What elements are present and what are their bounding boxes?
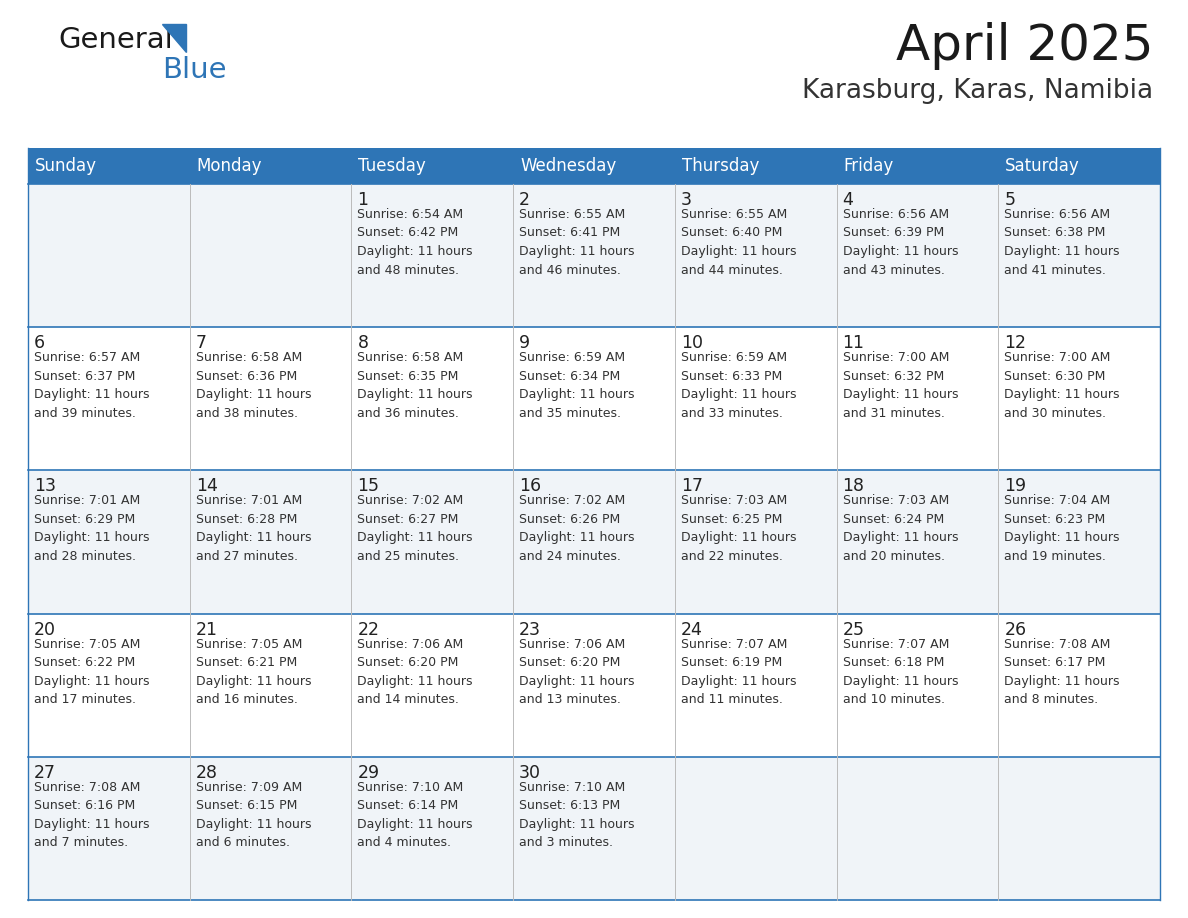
Text: 3: 3: [681, 191, 691, 209]
Text: Sunrise: 7:05 AM
Sunset: 6:22 PM
Daylight: 11 hours
and 17 minutes.: Sunrise: 7:05 AM Sunset: 6:22 PM Dayligh…: [34, 638, 150, 706]
Text: General: General: [58, 26, 172, 54]
Text: 13: 13: [34, 477, 56, 496]
Text: 28: 28: [196, 764, 217, 782]
Text: Sunrise: 7:09 AM
Sunset: 6:15 PM
Daylight: 11 hours
and 6 minutes.: Sunrise: 7:09 AM Sunset: 6:15 PM Dayligh…: [196, 781, 311, 849]
Text: Sunrise: 7:01 AM
Sunset: 6:29 PM
Daylight: 11 hours
and 28 minutes.: Sunrise: 7:01 AM Sunset: 6:29 PM Dayligh…: [34, 495, 150, 563]
Text: 9: 9: [519, 334, 530, 353]
Text: Sunrise: 7:02 AM
Sunset: 6:26 PM
Daylight: 11 hours
and 24 minutes.: Sunrise: 7:02 AM Sunset: 6:26 PM Dayligh…: [519, 495, 634, 563]
Text: Sunrise: 6:55 AM
Sunset: 6:40 PM
Daylight: 11 hours
and 44 minutes.: Sunrise: 6:55 AM Sunset: 6:40 PM Dayligh…: [681, 208, 796, 276]
Text: 22: 22: [358, 621, 379, 639]
Text: Sunrise: 6:58 AM
Sunset: 6:35 PM
Daylight: 11 hours
and 36 minutes.: Sunrise: 6:58 AM Sunset: 6:35 PM Dayligh…: [358, 352, 473, 420]
Text: 1: 1: [358, 191, 368, 209]
Text: 25: 25: [842, 621, 865, 639]
Text: Sunrise: 7:02 AM
Sunset: 6:27 PM
Daylight: 11 hours
and 25 minutes.: Sunrise: 7:02 AM Sunset: 6:27 PM Dayligh…: [358, 495, 473, 563]
Text: Karasburg, Karas, Namibia: Karasburg, Karas, Namibia: [802, 78, 1154, 104]
Text: 27: 27: [34, 764, 56, 782]
Text: Sunrise: 7:08 AM
Sunset: 6:16 PM
Daylight: 11 hours
and 7 minutes.: Sunrise: 7:08 AM Sunset: 6:16 PM Dayligh…: [34, 781, 150, 849]
Text: 12: 12: [1004, 334, 1026, 353]
Text: Sunrise: 6:56 AM
Sunset: 6:38 PM
Daylight: 11 hours
and 41 minutes.: Sunrise: 6:56 AM Sunset: 6:38 PM Dayligh…: [1004, 208, 1120, 276]
Bar: [29, 184, 1159, 327]
Text: 4: 4: [842, 191, 853, 209]
Text: Sunrise: 6:58 AM
Sunset: 6:36 PM
Daylight: 11 hours
and 38 minutes.: Sunrise: 6:58 AM Sunset: 6:36 PM Dayligh…: [196, 352, 311, 420]
Text: Sunrise: 7:03 AM
Sunset: 6:25 PM
Daylight: 11 hours
and 22 minutes.: Sunrise: 7:03 AM Sunset: 6:25 PM Dayligh…: [681, 495, 796, 563]
Text: 20: 20: [34, 621, 56, 639]
Text: 15: 15: [358, 477, 379, 496]
Text: Sunrise: 7:00 AM
Sunset: 6:30 PM
Daylight: 11 hours
and 30 minutes.: Sunrise: 7:00 AM Sunset: 6:30 PM Dayligh…: [1004, 352, 1120, 420]
Text: 8: 8: [358, 334, 368, 353]
Text: Sunrise: 7:06 AM
Sunset: 6:20 PM
Daylight: 11 hours
and 14 minutes.: Sunrise: 7:06 AM Sunset: 6:20 PM Dayligh…: [358, 638, 473, 706]
Bar: [836, 148, 998, 184]
Text: 26: 26: [1004, 621, 1026, 639]
Text: Sunrise: 7:01 AM
Sunset: 6:28 PM
Daylight: 11 hours
and 27 minutes.: Sunrise: 7:01 AM Sunset: 6:28 PM Dayligh…: [196, 495, 311, 563]
Text: Sunrise: 7:00 AM
Sunset: 6:32 PM
Daylight: 11 hours
and 31 minutes.: Sunrise: 7:00 AM Sunset: 6:32 PM Dayligh…: [842, 352, 958, 420]
Text: Wednesday: Wednesday: [520, 157, 617, 175]
Bar: [675, 148, 836, 184]
Text: Friday: Friday: [843, 157, 893, 175]
Text: Sunrise: 7:10 AM
Sunset: 6:13 PM
Daylight: 11 hours
and 3 minutes.: Sunrise: 7:10 AM Sunset: 6:13 PM Dayligh…: [519, 781, 634, 849]
Text: 23: 23: [519, 621, 542, 639]
Text: Tuesday: Tuesday: [359, 157, 426, 175]
Text: Sunrise: 7:07 AM
Sunset: 6:18 PM
Daylight: 11 hours
and 10 minutes.: Sunrise: 7:07 AM Sunset: 6:18 PM Dayligh…: [842, 638, 958, 706]
Text: 2: 2: [519, 191, 530, 209]
Text: 11: 11: [842, 334, 865, 353]
Text: 16: 16: [519, 477, 542, 496]
Text: Sunrise: 7:03 AM
Sunset: 6:24 PM
Daylight: 11 hours
and 20 minutes.: Sunrise: 7:03 AM Sunset: 6:24 PM Dayligh…: [842, 495, 958, 563]
Text: Sunrise: 7:06 AM
Sunset: 6:20 PM
Daylight: 11 hours
and 13 minutes.: Sunrise: 7:06 AM Sunset: 6:20 PM Dayligh…: [519, 638, 634, 706]
Text: Blue: Blue: [162, 56, 227, 84]
Bar: [29, 756, 1159, 900]
Text: 19: 19: [1004, 477, 1026, 496]
Text: 10: 10: [681, 334, 703, 353]
Text: Sunrise: 7:05 AM
Sunset: 6:21 PM
Daylight: 11 hours
and 16 minutes.: Sunrise: 7:05 AM Sunset: 6:21 PM Dayligh…: [196, 638, 311, 706]
Text: 17: 17: [681, 477, 703, 496]
Text: 18: 18: [842, 477, 865, 496]
Text: Saturday: Saturday: [1005, 157, 1080, 175]
Text: Sunrise: 6:56 AM
Sunset: 6:39 PM
Daylight: 11 hours
and 43 minutes.: Sunrise: 6:56 AM Sunset: 6:39 PM Dayligh…: [842, 208, 958, 276]
Text: Sunrise: 7:10 AM
Sunset: 6:14 PM
Daylight: 11 hours
and 4 minutes.: Sunrise: 7:10 AM Sunset: 6:14 PM Dayligh…: [358, 781, 473, 849]
Text: 7: 7: [196, 334, 207, 353]
Text: Sunday: Sunday: [34, 157, 97, 175]
Bar: [513, 148, 675, 184]
Bar: [998, 148, 1159, 184]
Text: Sunrise: 6:54 AM
Sunset: 6:42 PM
Daylight: 11 hours
and 48 minutes.: Sunrise: 6:54 AM Sunset: 6:42 PM Dayligh…: [358, 208, 473, 276]
Text: 21: 21: [196, 621, 217, 639]
Bar: [29, 327, 1159, 470]
Text: 30: 30: [519, 764, 542, 782]
Text: April 2025: April 2025: [896, 22, 1154, 70]
Bar: [29, 148, 190, 184]
Text: 14: 14: [196, 477, 217, 496]
Text: Sunrise: 6:59 AM
Sunset: 6:33 PM
Daylight: 11 hours
and 33 minutes.: Sunrise: 6:59 AM Sunset: 6:33 PM Dayligh…: [681, 352, 796, 420]
Text: Monday: Monday: [197, 157, 263, 175]
Bar: [352, 148, 513, 184]
Text: 5: 5: [1004, 191, 1016, 209]
Text: Sunrise: 6:59 AM
Sunset: 6:34 PM
Daylight: 11 hours
and 35 minutes.: Sunrise: 6:59 AM Sunset: 6:34 PM Dayligh…: [519, 352, 634, 420]
Text: 24: 24: [681, 621, 703, 639]
Text: 6: 6: [34, 334, 45, 353]
Text: Sunrise: 7:04 AM
Sunset: 6:23 PM
Daylight: 11 hours
and 19 minutes.: Sunrise: 7:04 AM Sunset: 6:23 PM Dayligh…: [1004, 495, 1120, 563]
Text: Sunrise: 6:55 AM
Sunset: 6:41 PM
Daylight: 11 hours
and 46 minutes.: Sunrise: 6:55 AM Sunset: 6:41 PM Dayligh…: [519, 208, 634, 276]
Text: Sunrise: 7:08 AM
Sunset: 6:17 PM
Daylight: 11 hours
and 8 minutes.: Sunrise: 7:08 AM Sunset: 6:17 PM Dayligh…: [1004, 638, 1120, 706]
Text: Thursday: Thursday: [682, 157, 759, 175]
Bar: [29, 470, 1159, 613]
Polygon shape: [162, 24, 187, 52]
Bar: [29, 613, 1159, 756]
Bar: [190, 148, 352, 184]
Text: Sunrise: 7:07 AM
Sunset: 6:19 PM
Daylight: 11 hours
and 11 minutes.: Sunrise: 7:07 AM Sunset: 6:19 PM Dayligh…: [681, 638, 796, 706]
Text: 29: 29: [358, 764, 379, 782]
Text: Sunrise: 6:57 AM
Sunset: 6:37 PM
Daylight: 11 hours
and 39 minutes.: Sunrise: 6:57 AM Sunset: 6:37 PM Dayligh…: [34, 352, 150, 420]
